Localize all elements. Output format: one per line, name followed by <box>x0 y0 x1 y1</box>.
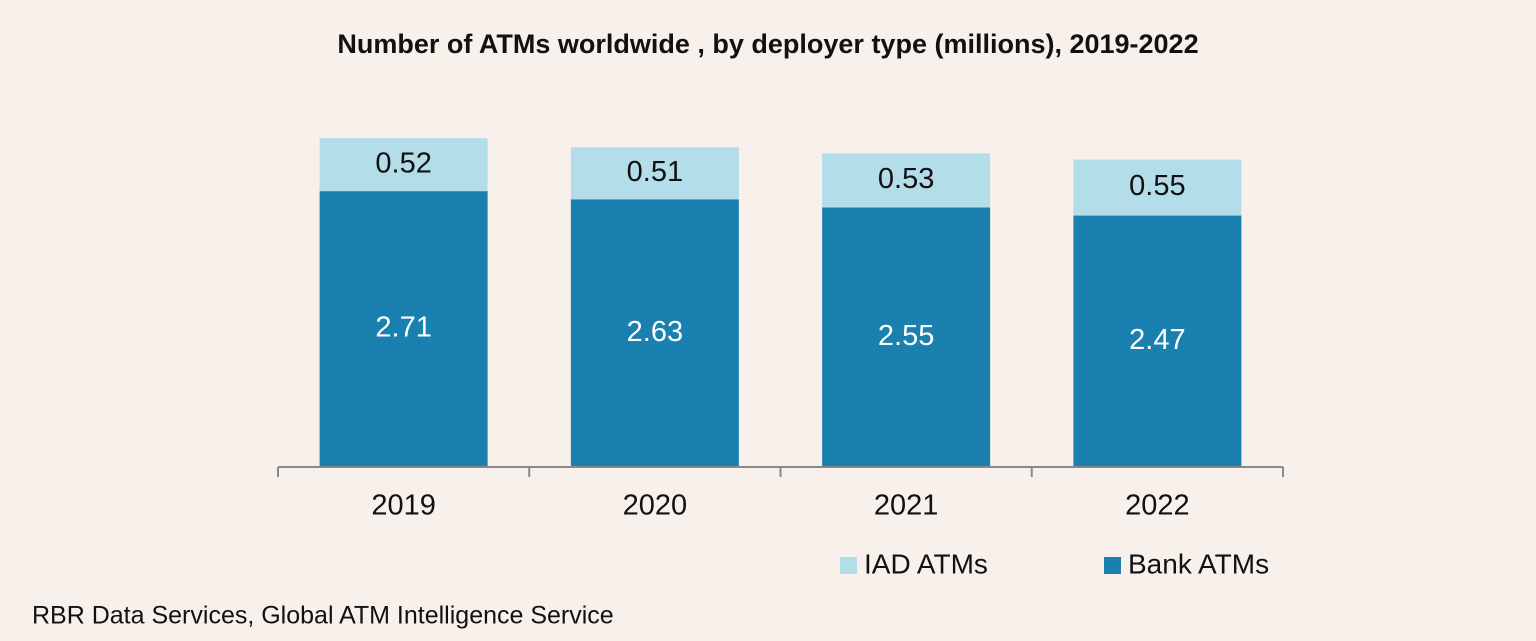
value-label: 2.55 <box>878 320 934 352</box>
bar-segment <box>1073 159 1242 216</box>
legend-label: Bank ATMs <box>1128 548 1269 579</box>
bar-segment <box>822 153 991 208</box>
bar-segment <box>1073 215 1242 467</box>
bar-segment <box>822 207 991 467</box>
x-tick-label: 2022 <box>1125 490 1190 522</box>
value-label: 0.51 <box>627 156 683 188</box>
value-label: 2.63 <box>627 316 683 348</box>
x-tick-label: 2021 <box>874 490 939 522</box>
value-label: 0.53 <box>878 163 934 195</box>
chart-title: Number of ATMs worldwide , by deployer t… <box>337 29 1198 59</box>
x-tick-label: 2020 <box>623 490 688 522</box>
value-label: 2.71 <box>375 312 431 344</box>
value-label: 0.55 <box>1129 170 1185 202</box>
legend-swatch <box>840 557 857 574</box>
source-note: RBR Data Services, Global ATM Intelligen… <box>32 602 614 630</box>
legend-label: IAD ATMs <box>864 548 988 579</box>
bar-segment <box>319 191 488 467</box>
x-tick-label: 2019 <box>371 490 436 522</box>
value-label: 2.47 <box>1129 324 1185 356</box>
bar-segment <box>570 199 739 468</box>
bar-segment <box>570 147 739 200</box>
value-label: 0.52 <box>375 147 431 179</box>
legend-swatch <box>1104 557 1121 574</box>
bar-segment <box>319 138 488 192</box>
